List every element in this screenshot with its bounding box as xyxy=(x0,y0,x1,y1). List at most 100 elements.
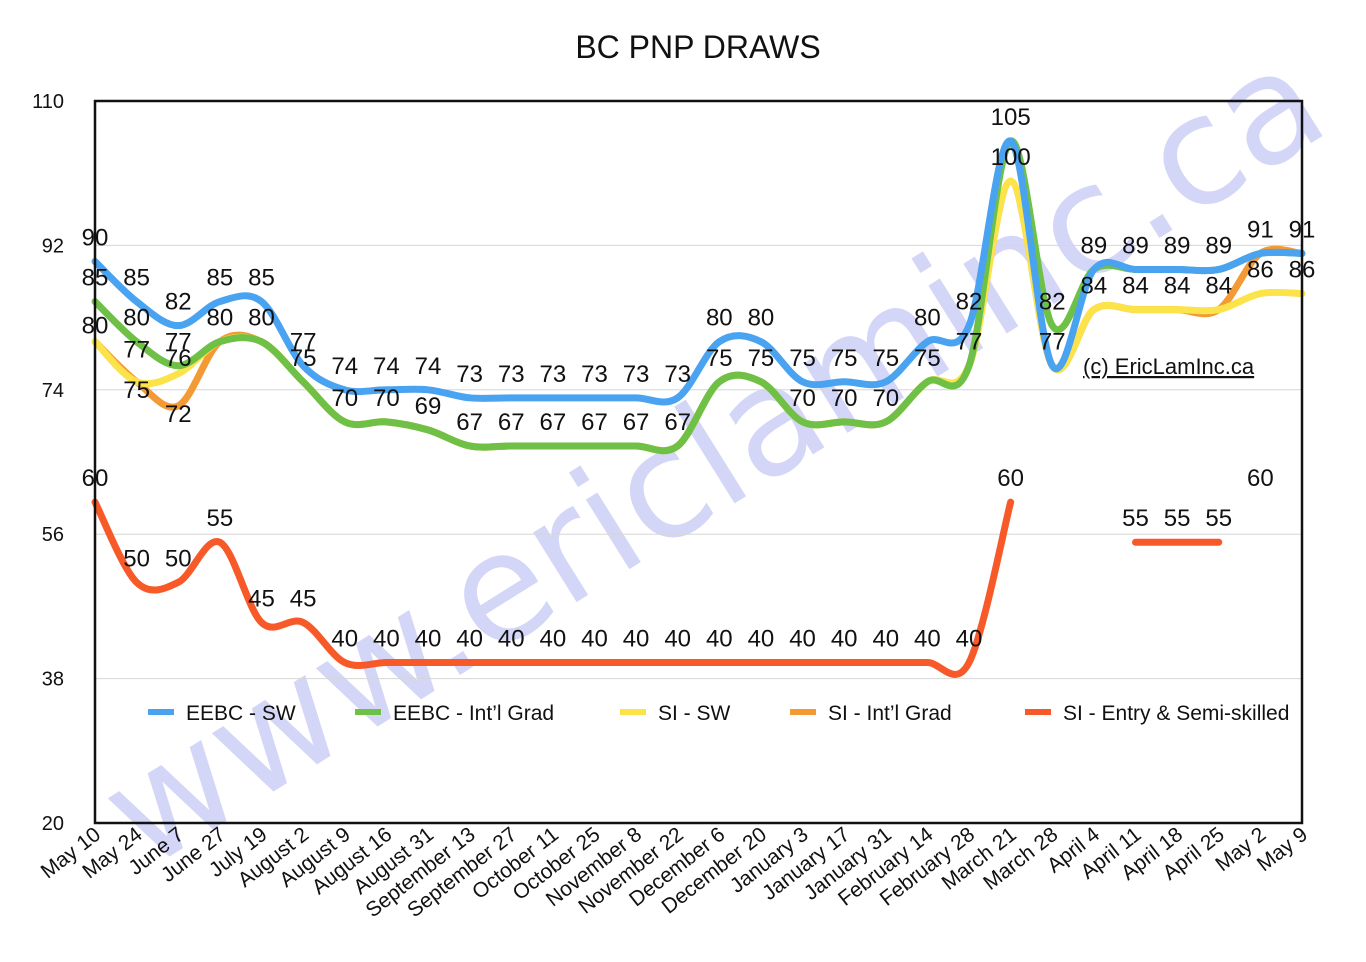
data-label: 82 xyxy=(1039,289,1066,316)
chart-title: BC PNP DRAWS xyxy=(575,29,820,65)
data-label: 73 xyxy=(623,361,650,388)
data-label: 73 xyxy=(456,361,483,388)
data-label: 40 xyxy=(456,626,483,653)
data-label: 76 xyxy=(165,345,192,372)
gridlines xyxy=(95,244,1302,680)
series-line xyxy=(91,498,1015,678)
data-label: 40 xyxy=(748,626,775,653)
data-label: 80 xyxy=(123,305,150,332)
data-label: 40 xyxy=(623,626,650,653)
y-tick-label: 38 xyxy=(42,669,64,691)
data-label: 74 xyxy=(415,353,442,380)
data-label: 40 xyxy=(331,626,358,653)
watermark-text: www.ericlaminc.ca xyxy=(73,12,1353,902)
data-label: 84 xyxy=(1205,273,1232,300)
data-label: 55 xyxy=(1205,505,1232,532)
data-label: 73 xyxy=(581,361,608,388)
data-label: 84 xyxy=(1122,273,1149,300)
data-label: 70 xyxy=(331,385,358,412)
data-label: 40 xyxy=(831,626,858,653)
data-label: 70 xyxy=(872,385,899,412)
data-label: 67 xyxy=(664,409,691,436)
data-label: 105 xyxy=(991,104,1031,131)
data-label: 67 xyxy=(581,409,608,436)
data-label: 40 xyxy=(373,626,400,653)
data-label: 70 xyxy=(373,385,400,412)
data-label: 85 xyxy=(248,265,275,292)
y-tick-label: 110 xyxy=(32,91,64,113)
series-line xyxy=(91,137,1306,406)
legend-label: SI - Int’l Grad xyxy=(828,702,952,725)
data-label: 60 xyxy=(997,465,1024,492)
y-tick-label: 74 xyxy=(42,380,64,402)
data-label: 77 xyxy=(1039,329,1066,356)
data-label: 55 xyxy=(1122,505,1149,532)
data-label: 89 xyxy=(1164,232,1191,259)
data-label: 40 xyxy=(415,626,442,653)
data-label: 75 xyxy=(290,345,317,372)
data-label: 40 xyxy=(872,626,899,653)
data-label: 89 xyxy=(1205,232,1232,259)
data-label: 73 xyxy=(664,361,691,388)
data-label: 55 xyxy=(1164,505,1191,532)
data-label: 80 xyxy=(248,305,275,332)
data-label: 77 xyxy=(123,337,150,364)
data-label: 40 xyxy=(914,626,941,653)
y-tick-label: 20 xyxy=(42,813,64,835)
data-label: 75 xyxy=(706,345,733,372)
data-label: 67 xyxy=(539,409,566,436)
data-label: 80 xyxy=(914,305,941,332)
data-label: 74 xyxy=(373,353,400,380)
legend-label: EEBC - Int’l Grad xyxy=(393,702,554,725)
data-label: 40 xyxy=(664,626,691,653)
data-label: 75 xyxy=(789,345,816,372)
data-label: 75 xyxy=(914,345,941,372)
data-label: 84 xyxy=(1164,273,1191,300)
data-label: 55 xyxy=(207,505,234,532)
data-label: 80 xyxy=(748,305,775,332)
data-label: 75 xyxy=(748,345,775,372)
data-label: 80 xyxy=(207,305,234,332)
data-label: 50 xyxy=(123,545,150,572)
data-label: 40 xyxy=(789,626,816,653)
data-label: 100 xyxy=(991,144,1031,171)
series-lines xyxy=(91,137,1306,678)
data-label: 72 xyxy=(165,401,192,428)
data-label: 84 xyxy=(1081,273,1108,300)
data-label: 82 xyxy=(956,289,983,316)
data-label: 91 xyxy=(1247,216,1274,243)
legend-label: EEBC - SW xyxy=(186,702,296,725)
data-label: 70 xyxy=(789,385,816,412)
data-label: 73 xyxy=(498,361,525,388)
data-label: 45 xyxy=(248,585,275,612)
data-label: 75 xyxy=(872,345,899,372)
legend: EEBC - SW EEBC - Int’l Grad SI - SW SI - In… xyxy=(148,702,1289,725)
data-label: 74 xyxy=(331,353,358,380)
data-label: 77 xyxy=(165,329,192,356)
data-label: 67 xyxy=(498,409,525,436)
data-label: 77 xyxy=(290,329,317,356)
data-label: 82 xyxy=(165,289,192,316)
data-label: 85 xyxy=(207,265,234,292)
data-label: 70 xyxy=(831,385,858,412)
data-label: 45 xyxy=(290,585,317,612)
data-label: 40 xyxy=(956,626,983,653)
data-label: 40 xyxy=(539,626,566,653)
data-label: 86 xyxy=(1247,257,1274,284)
data-label: 89 xyxy=(1122,232,1149,259)
data-label: 89 xyxy=(1081,232,1108,259)
plot-frame xyxy=(93,99,1304,825)
data-label: 40 xyxy=(581,626,608,653)
data-label: 75 xyxy=(831,345,858,372)
data-label: 60 xyxy=(1247,465,1274,492)
credit-text: (c) EricLamInc.ca xyxy=(1083,354,1255,379)
data-label: 67 xyxy=(456,409,483,436)
data-label: 50 xyxy=(165,545,192,572)
data-label: 77 xyxy=(956,329,983,356)
data-label: 75 xyxy=(123,377,150,404)
y-tick-label: 92 xyxy=(42,235,64,257)
data-label: 80 xyxy=(706,305,733,332)
